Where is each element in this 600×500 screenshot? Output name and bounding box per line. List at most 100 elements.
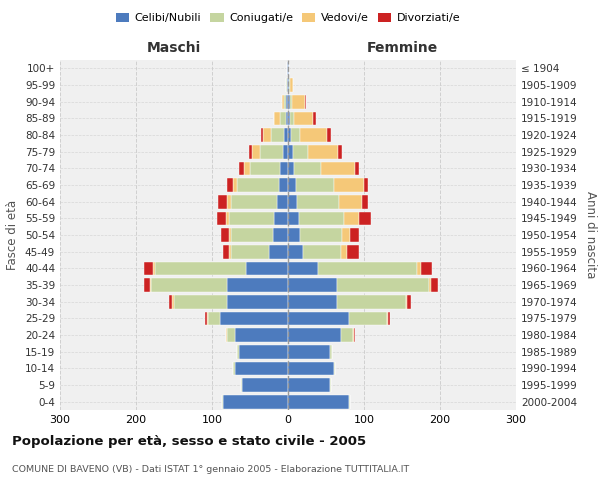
Bar: [407, 295, 411, 308]
Bar: [288, 278, 337, 292]
Y-axis label: Anni di nascita: Anni di nascita: [584, 192, 597, 278]
Bar: [284, 128, 288, 142]
Bar: [334, 178, 364, 192]
Bar: [288, 378, 330, 392]
Bar: [222, 395, 223, 408]
Bar: [235, 362, 288, 375]
Bar: [288, 245, 303, 258]
Bar: [145, 262, 154, 275]
Bar: [218, 195, 227, 208]
Bar: [289, 78, 290, 92]
Bar: [288, 145, 293, 158]
Bar: [226, 328, 227, 342]
Bar: [149, 278, 151, 292]
Bar: [288, 295, 337, 308]
Bar: [227, 178, 233, 192]
Text: Femmine: Femmine: [367, 41, 437, 55]
Bar: [172, 295, 174, 308]
Bar: [231, 228, 273, 242]
Bar: [308, 145, 338, 158]
Bar: [291, 128, 300, 142]
Bar: [417, 262, 421, 275]
Bar: [387, 312, 388, 325]
Bar: [288, 312, 349, 325]
Bar: [300, 128, 327, 142]
Bar: [286, 78, 287, 92]
Bar: [294, 162, 320, 175]
Bar: [349, 395, 350, 408]
Legend: Celibi/Nubili, Coniugati/e, Vedovi/e, Divorziati/e: Celibi/Nubili, Coniugati/e, Vedovi/e, Di…: [112, 8, 464, 28]
Bar: [274, 112, 280, 125]
Bar: [428, 278, 431, 292]
Bar: [223, 245, 229, 258]
Bar: [283, 145, 288, 158]
Bar: [288, 395, 349, 408]
Bar: [406, 295, 407, 308]
Bar: [227, 195, 231, 208]
Bar: [282, 95, 284, 108]
Bar: [431, 278, 439, 292]
Bar: [303, 245, 341, 258]
Bar: [280, 162, 288, 175]
Bar: [229, 212, 274, 225]
Text: Maschi: Maschi: [147, 41, 201, 55]
Bar: [288, 178, 296, 192]
Bar: [297, 195, 339, 208]
Bar: [250, 162, 280, 175]
Bar: [334, 362, 335, 375]
Bar: [337, 278, 428, 292]
Bar: [241, 378, 242, 392]
Bar: [294, 112, 313, 125]
Bar: [217, 212, 226, 225]
Bar: [290, 78, 293, 92]
Bar: [350, 228, 359, 242]
Bar: [287, 78, 288, 92]
Bar: [359, 212, 371, 225]
Bar: [299, 212, 344, 225]
Bar: [277, 195, 288, 208]
Bar: [271, 128, 284, 142]
Bar: [388, 312, 390, 325]
Bar: [293, 145, 308, 158]
Bar: [364, 178, 368, 192]
Bar: [349, 312, 387, 325]
Bar: [288, 62, 289, 75]
Bar: [288, 228, 300, 242]
Bar: [290, 95, 292, 108]
Bar: [288, 128, 291, 142]
Bar: [288, 78, 289, 92]
Bar: [263, 128, 271, 142]
Bar: [344, 212, 359, 225]
Bar: [274, 212, 288, 225]
Bar: [305, 95, 306, 108]
Bar: [151, 278, 227, 292]
Bar: [327, 128, 331, 142]
Bar: [169, 295, 172, 308]
Bar: [330, 345, 332, 358]
Bar: [296, 178, 334, 192]
Bar: [221, 228, 229, 242]
Bar: [269, 245, 288, 258]
Bar: [292, 95, 305, 108]
Bar: [155, 262, 246, 275]
Bar: [280, 112, 286, 125]
Bar: [279, 178, 288, 192]
Bar: [231, 195, 277, 208]
Bar: [339, 195, 362, 208]
Bar: [229, 228, 231, 242]
Bar: [353, 328, 354, 342]
Bar: [227, 328, 235, 342]
Text: Popolazione per età, sesso e stato civile - 2005: Popolazione per età, sesso e stato civil…: [12, 435, 366, 448]
Bar: [174, 295, 227, 308]
Text: COMUNE DI BAVENO (VB) - Dati ISTAT 1° gennaio 2005 - Elaborazione TUTTITALIA.IT: COMUNE DI BAVENO (VB) - Dati ISTAT 1° ge…: [12, 465, 409, 474]
Bar: [342, 228, 350, 242]
Bar: [227, 278, 288, 292]
Bar: [300, 228, 342, 242]
Bar: [337, 295, 406, 308]
Bar: [252, 145, 260, 158]
Bar: [341, 245, 347, 258]
Bar: [313, 112, 316, 125]
Bar: [338, 145, 342, 158]
Bar: [239, 345, 288, 358]
Bar: [319, 262, 417, 275]
